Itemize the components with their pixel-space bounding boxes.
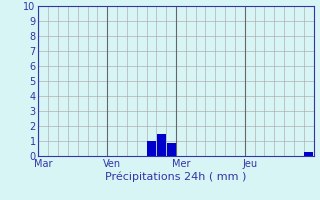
Bar (167, 142, 175, 156)
Bar (157, 134, 166, 156)
Bar (304, 152, 313, 156)
Bar (147, 141, 156, 156)
X-axis label: Précipitations 24h ( mm ): Précipitations 24h ( mm ) (105, 172, 247, 182)
